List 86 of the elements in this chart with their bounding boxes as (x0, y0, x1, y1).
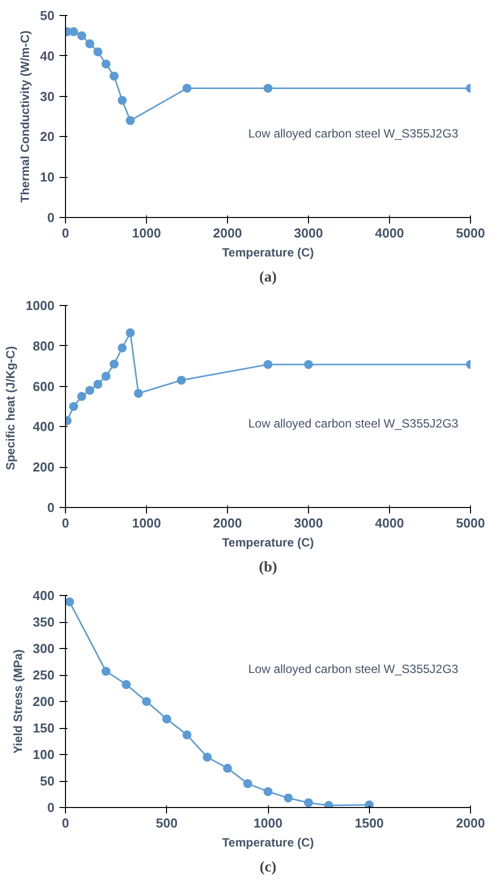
point (69, 402, 78, 411)
point (176, 376, 186, 385)
text: (a) (259, 270, 277, 286)
point (77, 31, 86, 40)
y-tick-label: 150 (32, 720, 55, 736)
x-tick-label: 2000 (213, 516, 242, 530)
x-tick-label: 3000 (294, 516, 323, 530)
point (364, 800, 374, 808)
x-tick-label: 0 (62, 516, 70, 530)
x-tick-label: 3000 (294, 226, 323, 240)
y-axis-title: Specific heat (J/Kg-C) (4, 346, 18, 470)
point (223, 764, 232, 773)
point (85, 386, 94, 395)
point (264, 787, 272, 796)
y-tick-label: 350 (32, 614, 55, 630)
point (118, 343, 127, 352)
point (126, 328, 135, 338)
point (118, 96, 127, 105)
y-tick-label: 50 (40, 774, 55, 788)
y-tick-label: 200 (32, 460, 55, 475)
point (93, 380, 102, 389)
y-tick-label: 400 (32, 588, 55, 603)
point (93, 47, 102, 56)
x-tick-label: 500 (156, 816, 178, 830)
point (102, 372, 110, 381)
annotation: Low alloyed carbon steel W_S355J2G3 (248, 662, 459, 676)
y-tick-label: 200 (32, 694, 55, 709)
point (102, 666, 110, 676)
y-tick-label: 30 (40, 88, 55, 104)
annotation: Low alloyed carbon steel W_S355J2G3 (248, 416, 459, 431)
point (264, 84, 272, 93)
y-axis-title: Yield Stress (MPa) (10, 649, 25, 754)
text: (b) (258, 560, 278, 576)
x-tick-label: 2000 (456, 816, 485, 830)
point (304, 360, 313, 369)
y-tick-label: 50 (40, 8, 55, 23)
x-tick-label: 0 (62, 226, 70, 240)
x-axis-title: Temperature (C) (222, 536, 314, 550)
x-tick-label: 4000 (375, 226, 404, 240)
y-tick-label: 300 (32, 641, 55, 656)
point (264, 360, 272, 369)
point (182, 84, 192, 93)
point (202, 752, 212, 762)
y-tick-label: 800 (32, 338, 55, 354)
x-axis-title: Temperature (C) (222, 836, 314, 850)
y-tick-label: 100 (32, 747, 55, 762)
x-tick-label: 0 (62, 816, 70, 830)
point (162, 714, 172, 724)
point (243, 779, 252, 788)
y-tick-label: 10 (40, 170, 55, 185)
x-tick-label: 2000 (213, 226, 242, 240)
point (102, 59, 110, 68)
point (324, 800, 334, 808)
point (126, 116, 135, 126)
y-tick-label: 600 (32, 378, 55, 394)
point (304, 798, 313, 808)
point (134, 388, 143, 398)
point (284, 793, 293, 802)
y-tick-label: 400 (32, 419, 55, 434)
x-tick-label: 1000 (132, 226, 161, 240)
x-tick-label: 1000 (132, 516, 161, 530)
x-tick-label: 5000 (456, 516, 485, 530)
x-tick-label: 5000 (456, 226, 485, 240)
text: (c) (260, 860, 276, 876)
y-tick-label: 0 (47, 800, 55, 815)
annotation: Low alloyed carbon steel W_S355J2G3 (248, 126, 459, 141)
point (182, 730, 192, 740)
point (142, 697, 151, 706)
x-axis-title: Temperature (C) (222, 246, 314, 260)
y-tick-label: 0 (47, 500, 55, 515)
point (77, 392, 86, 401)
point (66, 597, 74, 606)
point (85, 39, 94, 48)
x-tick-label: 4000 (375, 516, 404, 530)
point (69, 27, 78, 36)
point (110, 360, 119, 369)
y-tick-label: 0 (47, 210, 55, 225)
point (122, 680, 131, 690)
y-tick-label: 250 (32, 668, 55, 682)
y-tick-label: 40 (40, 48, 55, 64)
x-tick-label: 1500 (354, 816, 384, 830)
x-tick-label: 1000 (254, 816, 282, 830)
y-axis-title: Thermal Conductivity (W/m-C) (18, 30, 32, 202)
y-tick-label: 1000 (26, 298, 54, 313)
point (110, 72, 119, 81)
y-tick-label: 20 (40, 129, 55, 144)
